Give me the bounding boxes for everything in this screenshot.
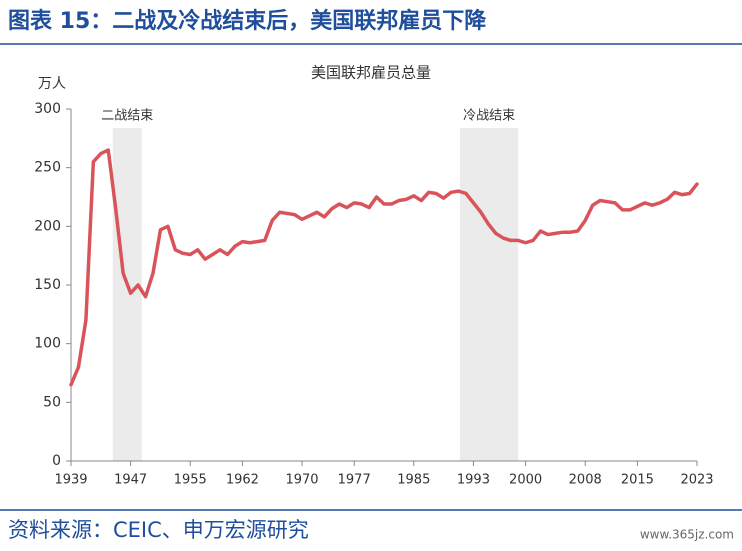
chart-title: 美国联邦雇员总量 [311, 64, 431, 82]
x-tick-label: 2008 [569, 473, 602, 488]
y-tick-label: 50 [43, 394, 61, 410]
x-tick-label: 1955 [174, 473, 207, 488]
source: 资料来源：CEIC、申万宏源研究 [8, 518, 309, 542]
page-title: 图表 15：二战及冷战结束后，美国联邦雇员下降 [8, 8, 487, 34]
x-tick-label: 2000 [509, 473, 542, 488]
y-tick-label: 300 [34, 101, 61, 117]
watermark: www.365jz.com [640, 528, 734, 542]
x-tick-label: 2015 [621, 473, 654, 488]
y-tick-label: 200 [34, 218, 61, 234]
plot-area: 二战结束 冷战结束 0 50 100 150 200 250 300 1939 1947 1955 19… [34, 101, 713, 488]
data-line [69, 148, 699, 387]
x-tick-label: 1977 [338, 473, 371, 488]
shaded-region [112, 128, 142, 461]
y-tick-label: 150 [34, 277, 61, 293]
x-tick-label: 1993 [457, 473, 490, 488]
x-tick-label: 2023 [680, 473, 713, 488]
x-tick-label: 1985 [397, 473, 430, 488]
region-label: 冷战结束 [463, 109, 515, 124]
y-axis-label: 万人 [38, 76, 66, 92]
y-tick-label: 250 [34, 160, 61, 176]
region-label: 二战结束 [101, 109, 153, 124]
x-tick-label: 1970 [285, 473, 318, 488]
shaded-region [460, 128, 519, 461]
x-tick-label: 1939 [54, 473, 87, 488]
y-tick-label: 100 [34, 336, 61, 352]
x-tick-label: 1962 [226, 473, 259, 488]
y-tick-label: 0 [52, 453, 61, 469]
x-tick-label: 1947 [114, 473, 147, 488]
